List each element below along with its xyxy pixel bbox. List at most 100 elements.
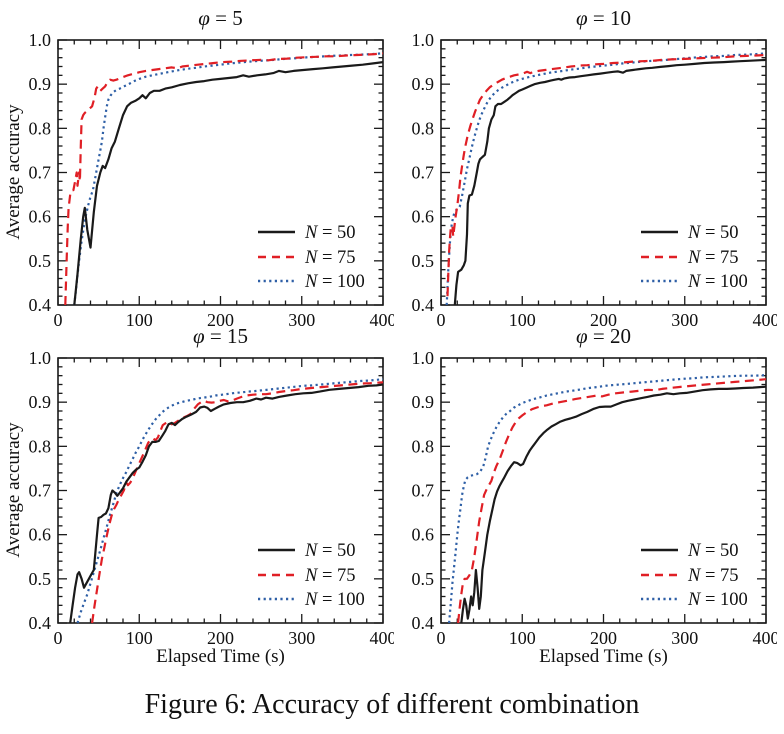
legend-label-n100: N = 100 <box>687 272 748 292</box>
x-tick-label: 100 <box>126 628 153 648</box>
series-line-n75 <box>457 378 767 624</box>
y-tick-label: 0.5 <box>412 251 435 271</box>
series-line-n75 <box>91 381 384 624</box>
y-tick-label: 0.7 <box>412 163 435 183</box>
plot-canvas-phi-15: 0 100 200 300 400 0.4 0.5 0.6 0.7 0.8 0.9 1.0 N = 50… <box>29 352 395 648</box>
x-tick-label: 200 <box>590 310 617 330</box>
y-tick-label: 0.5 <box>29 251 52 271</box>
plot-title-value: = 10 <box>587 6 631 30</box>
x-tick-label: 300 <box>288 310 315 330</box>
plot-title-phi-5: φ = 5 <box>58 6 383 30</box>
phi-symbol: φ <box>198 6 210 30</box>
tick-labels: 0 100 200 300 400 0.4 0.5 0.6 0.7 0.8 0.9 1.0 <box>412 352 778 648</box>
legend-label-n100: N = 100 <box>304 590 365 610</box>
legend: N = 50 N = 75 N = 100 <box>258 223 365 292</box>
x-tick-label: 200 <box>590 628 617 648</box>
x-tick-label: 400 <box>370 628 395 648</box>
phi-symbol: φ <box>193 324 205 348</box>
y-tick-label: 0.4 <box>29 613 52 633</box>
x-tick-label: 300 <box>288 628 315 648</box>
x-tick-label: 0 <box>437 310 446 330</box>
y-tick-label: 0.9 <box>412 392 435 412</box>
legend-label-n100: N = 100 <box>304 272 365 292</box>
plot-canvas-phi-10: 0 100 200 300 400 0.4 0.5 0.6 0.7 0.8 0.9 1.0 N = 50… <box>412 34 778 330</box>
y-tick-label: 0.8 <box>29 118 52 138</box>
x-axis-label: Elapsed Time (s) <box>156 646 285 667</box>
x-tick-label: 400 <box>753 628 778 648</box>
y-tick-label: 0.9 <box>29 74 52 94</box>
x-tick-label: 200 <box>207 310 234 330</box>
x-axis-label: Elapsed Time (s) <box>539 646 668 667</box>
legend-label-n100: N = 100 <box>687 590 748 610</box>
legend-label-n50: N = 50 <box>304 541 356 561</box>
y-tick-label: 0.4 <box>412 295 435 315</box>
y-tick-label: 0.5 <box>412 569 435 589</box>
plot-frame <box>57 357 384 624</box>
y-tick-label: 0.9 <box>29 392 52 412</box>
x-tick-label: 400 <box>370 310 395 330</box>
x-tick-label: 400 <box>753 310 778 330</box>
series-line-n100 <box>448 374 767 624</box>
legend-label-n75: N = 75 <box>687 248 739 268</box>
y-tick-label: 0.4 <box>29 295 52 315</box>
x-tick-label: 0 <box>54 628 63 648</box>
y-tick-label: 0.5 <box>29 569 52 589</box>
y-tick-label: 1.0 <box>412 34 435 50</box>
legend-label-n50: N = 50 <box>304 223 356 243</box>
legend-label-n50: N = 50 <box>687 541 739 561</box>
series-line-n75 <box>64 52 384 306</box>
plot-frame <box>440 39 767 306</box>
y-tick-label: 0.8 <box>412 118 435 138</box>
series-line-n100 <box>76 378 384 624</box>
legend-label-n75: N = 75 <box>304 566 356 586</box>
series-line-n50 <box>453 58 767 306</box>
series-line-n50 <box>460 385 767 624</box>
plot-title-phi-15: φ = 15 <box>58 324 383 348</box>
legend-label-n50: N = 50 <box>687 223 739 243</box>
x-tick-label: 300 <box>671 310 698 330</box>
plot-frame <box>440 357 767 624</box>
figure-caption: Figure 6: Accuracy of different combinat… <box>144 689 640 720</box>
y-tick-label: 0.8 <box>412 436 435 456</box>
y-tick-label: 0.8 <box>29 436 52 456</box>
x-tick-label: 100 <box>126 310 153 330</box>
x-tick-label: 200 <box>207 628 234 648</box>
y-axis-label: Average accuracy <box>3 104 24 240</box>
x-tick-label: 0 <box>54 310 63 330</box>
plot-frame <box>57 39 384 306</box>
y-tick-label: 0.6 <box>29 207 52 227</box>
x-tick-label: 0 <box>437 628 446 648</box>
y-tick-label: 0.7 <box>29 163 52 183</box>
x-tick-label: 100 <box>509 628 536 648</box>
phi-symbol: φ <box>576 324 588 348</box>
plot-title-phi-10: φ = 10 <box>441 6 766 30</box>
y-tick-label: 0.6 <box>412 525 435 545</box>
tick-labels: 0 100 200 300 400 0.4 0.5 0.6 0.7 0.8 0.9 1.0 <box>29 34 395 330</box>
plot-title-phi-20: φ = 20 <box>441 324 766 348</box>
plot-canvas-phi-5: 0 100 200 300 400 0.4 0.5 0.6 0.7 0.8 0.9 1.0 N = 50… <box>29 34 395 330</box>
legend-label-n75: N = 75 <box>687 566 739 586</box>
series-line-n50 <box>73 61 384 306</box>
y-tick-label: 1.0 <box>29 352 52 368</box>
y-tick-label: 0.7 <box>29 481 52 501</box>
y-tick-label: 0.4 <box>412 613 435 633</box>
plot-canvas-phi-20: 0 100 200 300 400 0.4 0.5 0.6 0.7 0.8 0.9 1.0 N = 50… <box>412 352 778 648</box>
plot-title-value: = 15 <box>204 324 248 348</box>
series-line-n100 <box>445 52 767 306</box>
series-line-n50 <box>69 383 384 624</box>
tick-labels: 0 100 200 300 400 0.4 0.5 0.6 0.7 0.8 0.9 1.0 <box>29 352 395 648</box>
y-axis-label: Average accuracy <box>3 422 24 558</box>
series-line-n100 <box>73 52 384 306</box>
plot-title-value: = 20 <box>587 324 631 348</box>
tick-labels: 0 100 200 300 400 0.4 0.5 0.6 0.7 0.8 0.9 1.0 <box>412 34 778 330</box>
x-tick-label: 300 <box>671 628 698 648</box>
y-tick-label: 0.6 <box>412 207 435 227</box>
y-tick-label: 1.0 <box>412 352 435 368</box>
y-tick-label: 0.9 <box>412 74 435 94</box>
y-tick-label: 0.6 <box>29 525 52 545</box>
legend: N = 50 N = 75 N = 100 <box>258 541 365 610</box>
x-tick-label: 100 <box>509 310 536 330</box>
phi-symbol: φ <box>576 6 588 30</box>
plot-title-value: = 5 <box>209 6 243 30</box>
